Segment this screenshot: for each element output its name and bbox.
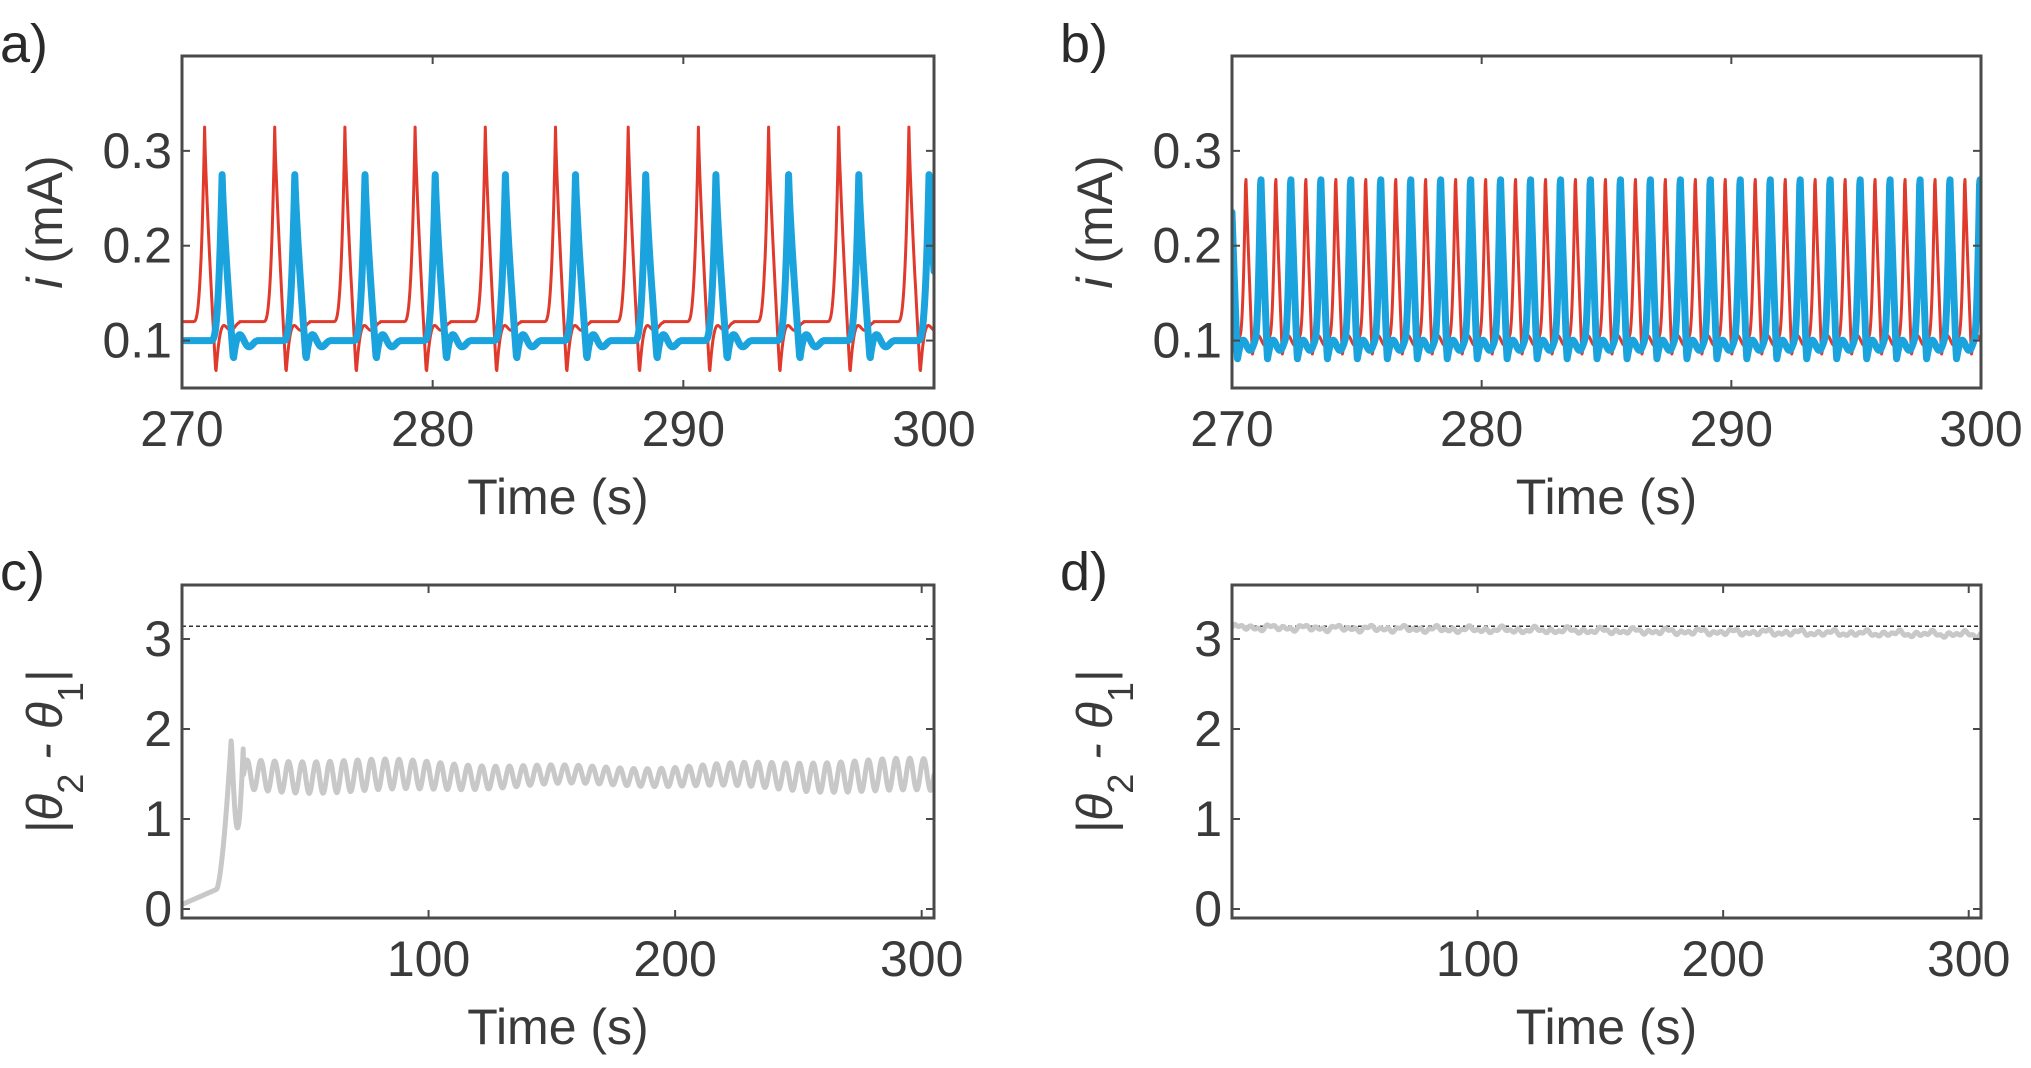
x-tick-label: 270 [1190,401,1273,457]
y-axis-label-symbol: i [1067,276,1123,289]
y-axis-label: |θ2 - θ1| [17,669,91,834]
y-axis-label: i (mA) [17,155,73,288]
plot-frame [180,583,936,920]
panel-label: c) [0,542,45,602]
series-group [1232,176,1981,363]
x-axis-label: Time (s) [1516,469,1697,525]
series-group [182,738,934,907]
x-axis-label: Time (s) [1516,999,1697,1055]
x-tick-label: 280 [1440,401,1523,457]
x-tick-label: 100 [387,931,470,987]
x-tick-label: 300 [1927,931,2010,987]
y-tick-label: 0.2 [102,218,172,274]
y-tick-label: 0.2 [1152,218,1222,274]
series-group [1232,621,1981,641]
series-line-2 [182,171,934,362]
y-tick-label: 0.1 [1152,313,1222,369]
y-axis-label-part: 2 [1100,774,1141,794]
x-tick-label: 200 [1681,931,1764,987]
y-tick-label: 1 [144,791,172,847]
y-axis-label-unit: (mA) [1067,155,1123,277]
x-tick-label: 300 [1939,401,2022,457]
y-axis-label-part: | [1067,669,1123,682]
y-axis-label-part: |θ [17,794,74,834]
series-group [182,125,934,372]
y-tick-label: 1 [1194,791,1222,847]
x-tick-label: 200 [633,931,716,987]
y-axis-label-part: 1 [1100,682,1141,702]
x-axis-label: Time (s) [467,469,648,525]
y-axis-label-part: 2 [50,774,91,794]
series-line-1 [182,125,934,372]
chart-panel-1: 270 280 290 300 0.1 0.2 0.3 Time (s) i (mA) a) [0,14,976,525]
plot-frame [1230,54,1983,390]
x-axis-label: Time (s) [467,999,648,1055]
x-tick-label: 100 [1436,931,1519,987]
y-axis-label-part: | [17,669,73,682]
plot-frame [1230,583,1983,920]
y-tick-label: 0.1 [102,313,172,369]
plot-frame [180,54,936,390]
y-tick-label: 2 [1194,701,1222,757]
y-axis-label-symbol: i [17,276,73,289]
y-axis-label-part: - θ [1067,702,1123,774]
panel-label: b) [1060,14,1108,74]
y-tick-label: 3 [1194,611,1222,667]
x-tick-label: 290 [642,401,725,457]
panel-label: a) [0,14,48,74]
series-line-1 [182,738,934,907]
y-tick-label: 0 [1194,881,1222,937]
y-axis-label: |θ2 - θ1| [1067,669,1141,834]
series-line-2 [1232,176,1981,363]
x-tick-label: 290 [1690,401,1773,457]
y-tick-label: 0.3 [102,123,172,179]
x-tick-label: 300 [880,931,963,987]
x-tick-label: 300 [892,401,975,457]
y-axis-label-unit: (mA) [17,155,73,277]
x-tick-label: 270 [140,401,223,457]
y-axis-label-part: |θ [1067,794,1124,834]
y-axis-label: i (mA) [1067,155,1123,288]
y-axis-label-part: 1 [50,682,91,702]
panel-label: d) [1060,542,1108,602]
y-tick-label: 3 [144,611,172,667]
y-tick-label: 0.3 [1152,123,1222,179]
y-tick-label: 0 [144,881,172,937]
y-axis-label-part: - θ [17,702,73,774]
series-line-1 [1232,621,1981,641]
y-tick-label: 2 [144,701,172,757]
x-tick-label: 280 [391,401,474,457]
chart-panel-2: 270 280 290 300 0.1 0.2 0.3 Time (s) i (mA) b) [1060,14,2023,525]
